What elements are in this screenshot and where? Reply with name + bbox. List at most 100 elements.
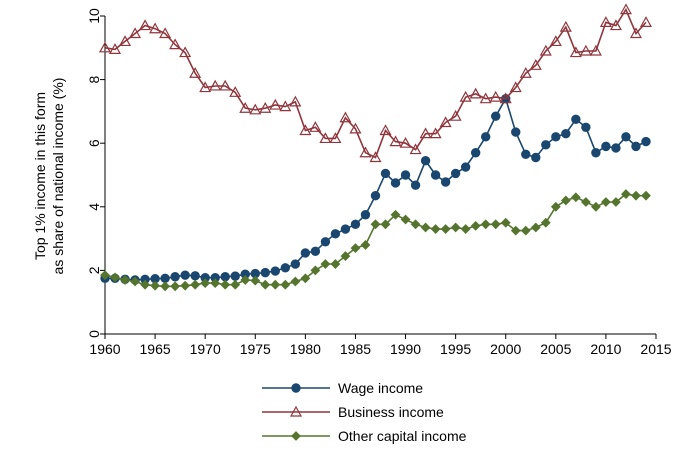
data-point xyxy=(559,20,572,32)
data-point xyxy=(230,279,241,290)
data-point xyxy=(309,121,322,132)
data-point xyxy=(621,132,631,142)
data-point xyxy=(120,275,130,285)
y-tick-label: 6 xyxy=(86,139,102,147)
data-point xyxy=(329,132,342,144)
y-axis-title: Top 1% income in this form as share of n… xyxy=(32,78,66,275)
data-point xyxy=(439,116,452,128)
data-point xyxy=(110,272,120,283)
data-point xyxy=(400,170,411,180)
data-point xyxy=(249,103,262,115)
legend-item: Other capital income xyxy=(262,428,467,444)
legend-label: Business income xyxy=(338,404,444,420)
legend-marker xyxy=(289,405,303,417)
data-point xyxy=(571,114,581,125)
data-point xyxy=(479,92,492,104)
data-point xyxy=(609,19,622,31)
data-point xyxy=(320,237,331,247)
data-point xyxy=(579,44,592,56)
data-point xyxy=(641,136,651,147)
data-point xyxy=(170,272,180,282)
data-point xyxy=(489,90,502,102)
data-point xyxy=(549,35,562,47)
legend-label: Other capital income xyxy=(338,428,467,444)
data-point xyxy=(299,124,312,136)
data-point xyxy=(590,201,601,212)
data-point xyxy=(370,219,381,230)
data-point xyxy=(531,152,541,163)
data-point xyxy=(269,98,282,110)
x-tick-label: 1980 xyxy=(290,341,321,357)
data-point xyxy=(520,225,531,236)
data-point xyxy=(259,101,272,113)
data-point xyxy=(611,143,621,153)
data-point xyxy=(160,273,170,284)
data-point xyxy=(190,279,201,290)
data-point xyxy=(250,275,261,286)
data-point xyxy=(179,46,192,58)
x-tick-label: 2015 xyxy=(640,341,671,357)
y-tick-label: 4 xyxy=(86,203,102,211)
data-point xyxy=(350,219,361,229)
data-point xyxy=(210,278,221,289)
data-point xyxy=(509,81,522,93)
data-point xyxy=(550,201,561,212)
data-point xyxy=(359,146,372,158)
data-point xyxy=(440,177,451,187)
data-point xyxy=(230,271,240,281)
data-point xyxy=(160,281,171,292)
data-point xyxy=(510,225,521,236)
series-business-income xyxy=(98,3,653,163)
data-point xyxy=(419,127,432,139)
data-point xyxy=(169,38,182,50)
data-point xyxy=(279,100,292,112)
data-point xyxy=(480,132,491,142)
data-point xyxy=(410,180,421,190)
data-point xyxy=(98,41,112,53)
data-point xyxy=(339,111,352,123)
data-point xyxy=(581,122,591,133)
data-point xyxy=(330,259,341,269)
data-point xyxy=(631,190,641,201)
data-point xyxy=(370,190,381,201)
data-point xyxy=(199,81,212,93)
data-point xyxy=(280,263,291,273)
data-point xyxy=(340,251,351,261)
data-point xyxy=(300,248,311,258)
data-point xyxy=(539,44,552,56)
data-point xyxy=(470,220,481,231)
data-point xyxy=(140,279,150,290)
data-point xyxy=(440,224,451,234)
data-point xyxy=(519,67,532,78)
y-tick-label: 8 xyxy=(86,75,102,83)
data-point xyxy=(360,210,371,220)
data-point xyxy=(450,168,461,179)
data-point xyxy=(639,16,653,27)
data-point xyxy=(108,43,122,54)
data-point xyxy=(529,59,542,70)
data-point xyxy=(491,111,501,121)
data-point xyxy=(260,267,270,278)
data-point xyxy=(130,276,140,287)
data-point xyxy=(389,135,402,147)
data-point xyxy=(641,190,651,201)
legend: Wage income Business income Other capital … xyxy=(262,380,467,444)
data-point xyxy=(409,143,422,155)
legend-marker xyxy=(291,383,301,393)
legend-marker xyxy=(291,431,301,441)
data-point xyxy=(310,265,321,276)
data-point xyxy=(399,136,412,148)
data-point xyxy=(380,168,391,179)
data-point xyxy=(280,279,291,290)
data-point xyxy=(300,273,311,284)
data-point xyxy=(200,278,211,289)
x-tick-label: 2000 xyxy=(490,341,521,357)
data-point xyxy=(521,149,531,160)
data-point xyxy=(540,217,551,228)
data-point xyxy=(480,219,491,230)
data-point xyxy=(379,124,392,136)
data-point xyxy=(270,266,281,276)
x-tick-label: 1985 xyxy=(340,341,371,357)
x-tick-label: 1970 xyxy=(190,341,221,357)
data-point xyxy=(410,219,421,230)
